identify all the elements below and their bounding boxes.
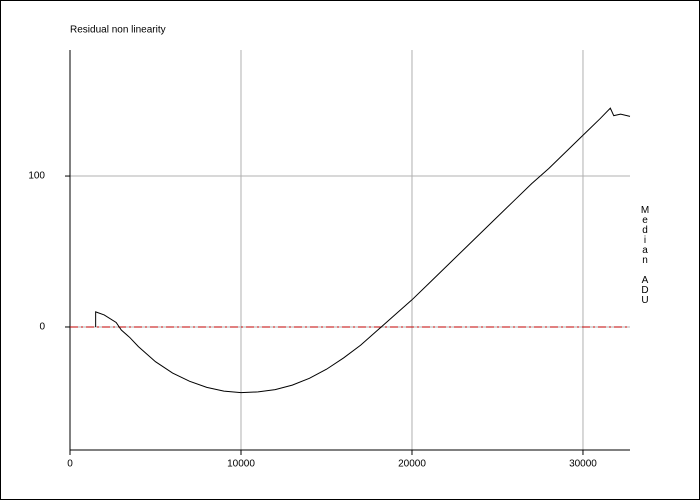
x-tick-label: 0 [67,459,73,470]
y-label-letter: M [641,205,649,216]
x-tick-label: 10000 [227,459,255,470]
y-label-letter: A [642,275,649,286]
y-label-letter: D [641,285,648,296]
y-tick-label: 100 [28,171,45,182]
y-label-letter: i [644,235,646,246]
x-tick-label: 30000 [569,459,597,470]
y-label-letter: n [642,255,648,266]
x-tick-label: 20000 [398,459,426,470]
chart-title: Residual non linearity [70,25,166,36]
y-tick-label: 0 [39,322,45,333]
y-label-letter: a [642,245,648,256]
y-label-letter: e [642,215,648,226]
y-label-letter: U [641,295,648,306]
data-line [95,107,631,394]
y-label-letter: d [642,225,648,236]
